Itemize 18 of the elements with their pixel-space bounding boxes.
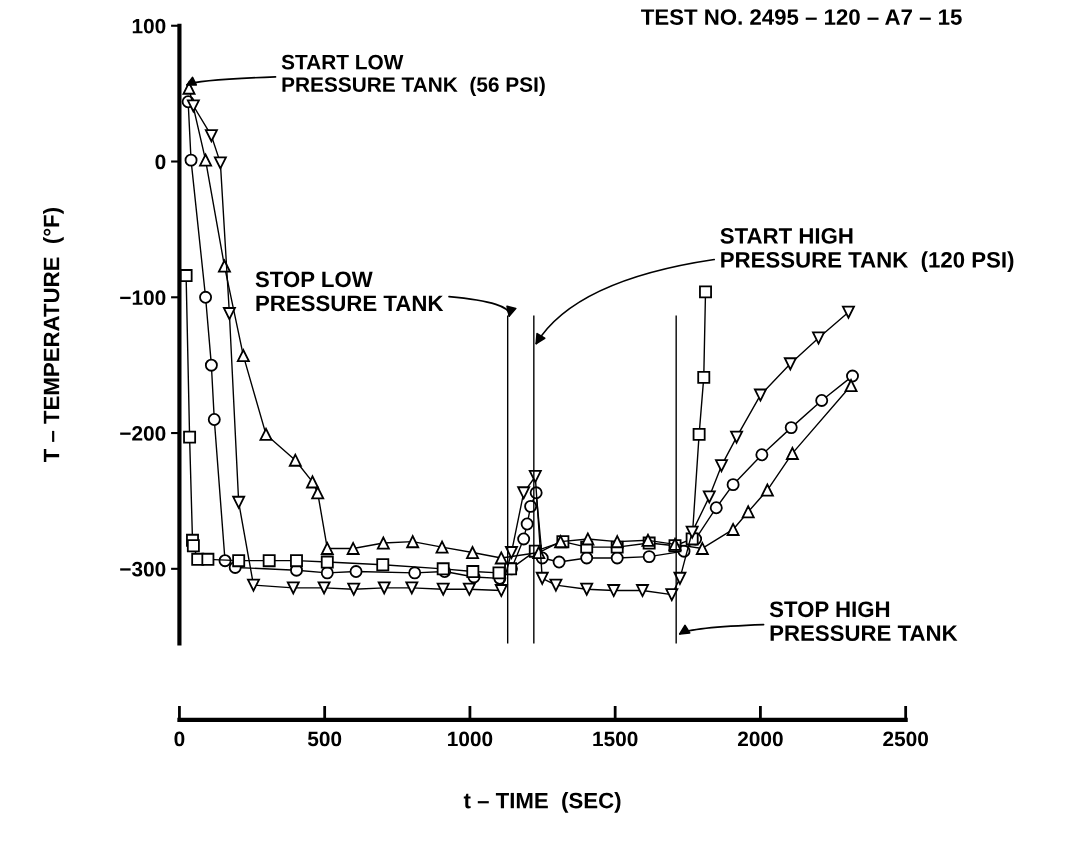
annotation: STOP HIGH PRESSURE TANK <box>769 601 958 642</box>
x-axis-title: t – TIME (SEC) <box>463 792 621 813</box>
chart-title: TEST NO. 2495 – 120 – A7 – 15 <box>641 9 962 25</box>
y-tick-label: −200 <box>120 426 166 441</box>
y-tick-label: −300 <box>120 561 166 577</box>
x-tick-label: 500 <box>307 731 342 747</box>
annotation: START HIGH PRESSURE TANK (120 PSI) <box>720 228 1014 273</box>
annotation: STOP LOW PRESSURE TANK <box>255 271 444 312</box>
x-tick-label: 1000 <box>448 731 493 747</box>
y-axis-title: T – TEMPERATURE (°F) <box>43 208 64 463</box>
x-tick-label: 2500 <box>883 731 928 747</box>
x-tick-label: 0 <box>174 731 185 747</box>
y-tick-label: 0 <box>155 154 166 170</box>
y-tick-label: −100 <box>120 290 166 306</box>
y-tick-label: 100 <box>132 18 166 34</box>
x-tick-label: 2000 <box>737 731 783 747</box>
annotation: START LOW PRESSURE TANK (56 PSI) <box>281 54 545 97</box>
x-tick-label: 1500 <box>593 731 638 747</box>
